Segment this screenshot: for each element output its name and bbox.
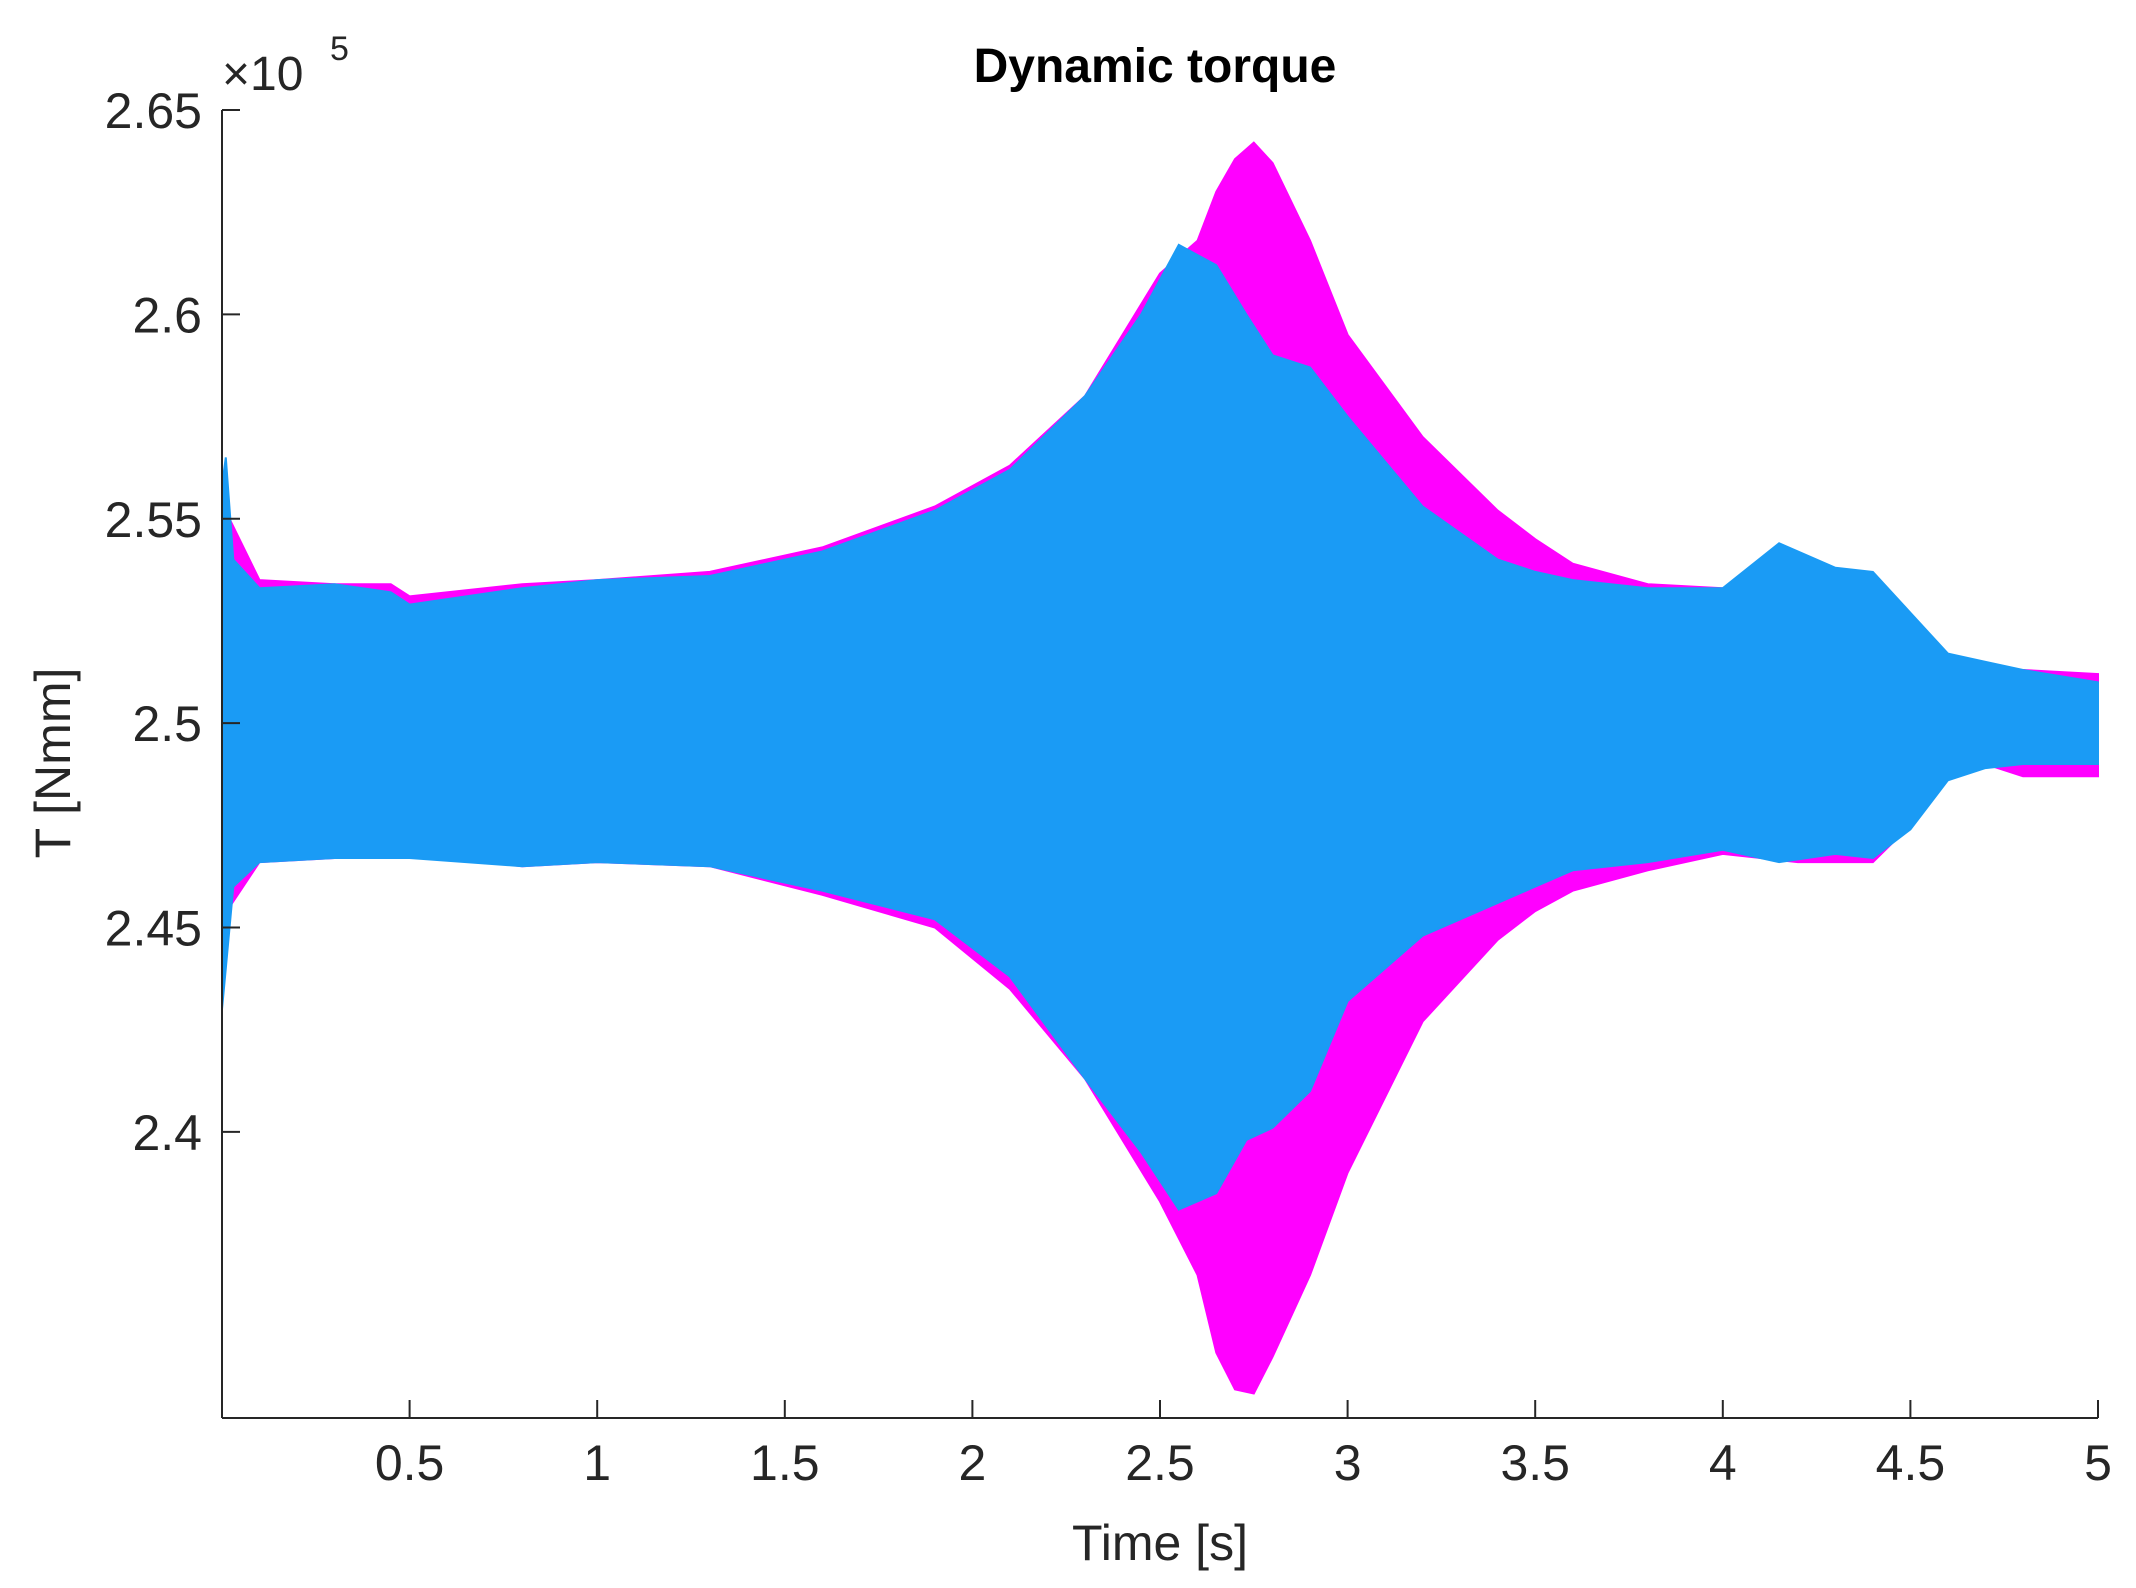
y-axis-label: T [Nmm] [25, 668, 81, 859]
x-tick-label: 1 [583, 1435, 611, 1491]
x-tick-label: 2 [958, 1435, 986, 1491]
x-tick-label: 4 [1709, 1435, 1737, 1491]
x-tick-label: 3 [1334, 1435, 1362, 1491]
x-tick-label: 4.5 [1876, 1435, 1946, 1491]
series-2-envelope [221, 243, 2099, 1211]
chart-title: Dynamic torque [974, 40, 1337, 93]
x-axis-label: Time [s] [1072, 1515, 1248, 1571]
x-tick-label: 2.5 [1125, 1435, 1195, 1491]
y-tick-label: 2.4 [132, 1105, 202, 1161]
x-tick-label: 0.5 [375, 1435, 445, 1491]
y-tick-label: 2.65 [105, 83, 202, 139]
x-tick-label: 3.5 [1500, 1435, 1570, 1491]
plot-area [221, 141, 2099, 1395]
y-tick-label: 2.6 [132, 287, 202, 343]
y-tick-label: 2.45 [105, 901, 202, 957]
y-tick-label: 2.5 [132, 696, 202, 752]
y-tick-label: 2.55 [105, 492, 202, 548]
y-axis-multiplier-exponent: 5 [330, 30, 349, 68]
x-tick-label: 5 [2084, 1435, 2112, 1491]
x-ticks: 0.5 1 1.5 2 2.5 3 3.5 4 4.5 5 [375, 1400, 2112, 1491]
y-ticks: 2.4 2.45 2.5 2.55 2.6 2.65 [105, 83, 240, 1161]
y-axis-multiplier: ×10 [222, 48, 303, 101]
x-tick-label: 1.5 [750, 1435, 820, 1491]
